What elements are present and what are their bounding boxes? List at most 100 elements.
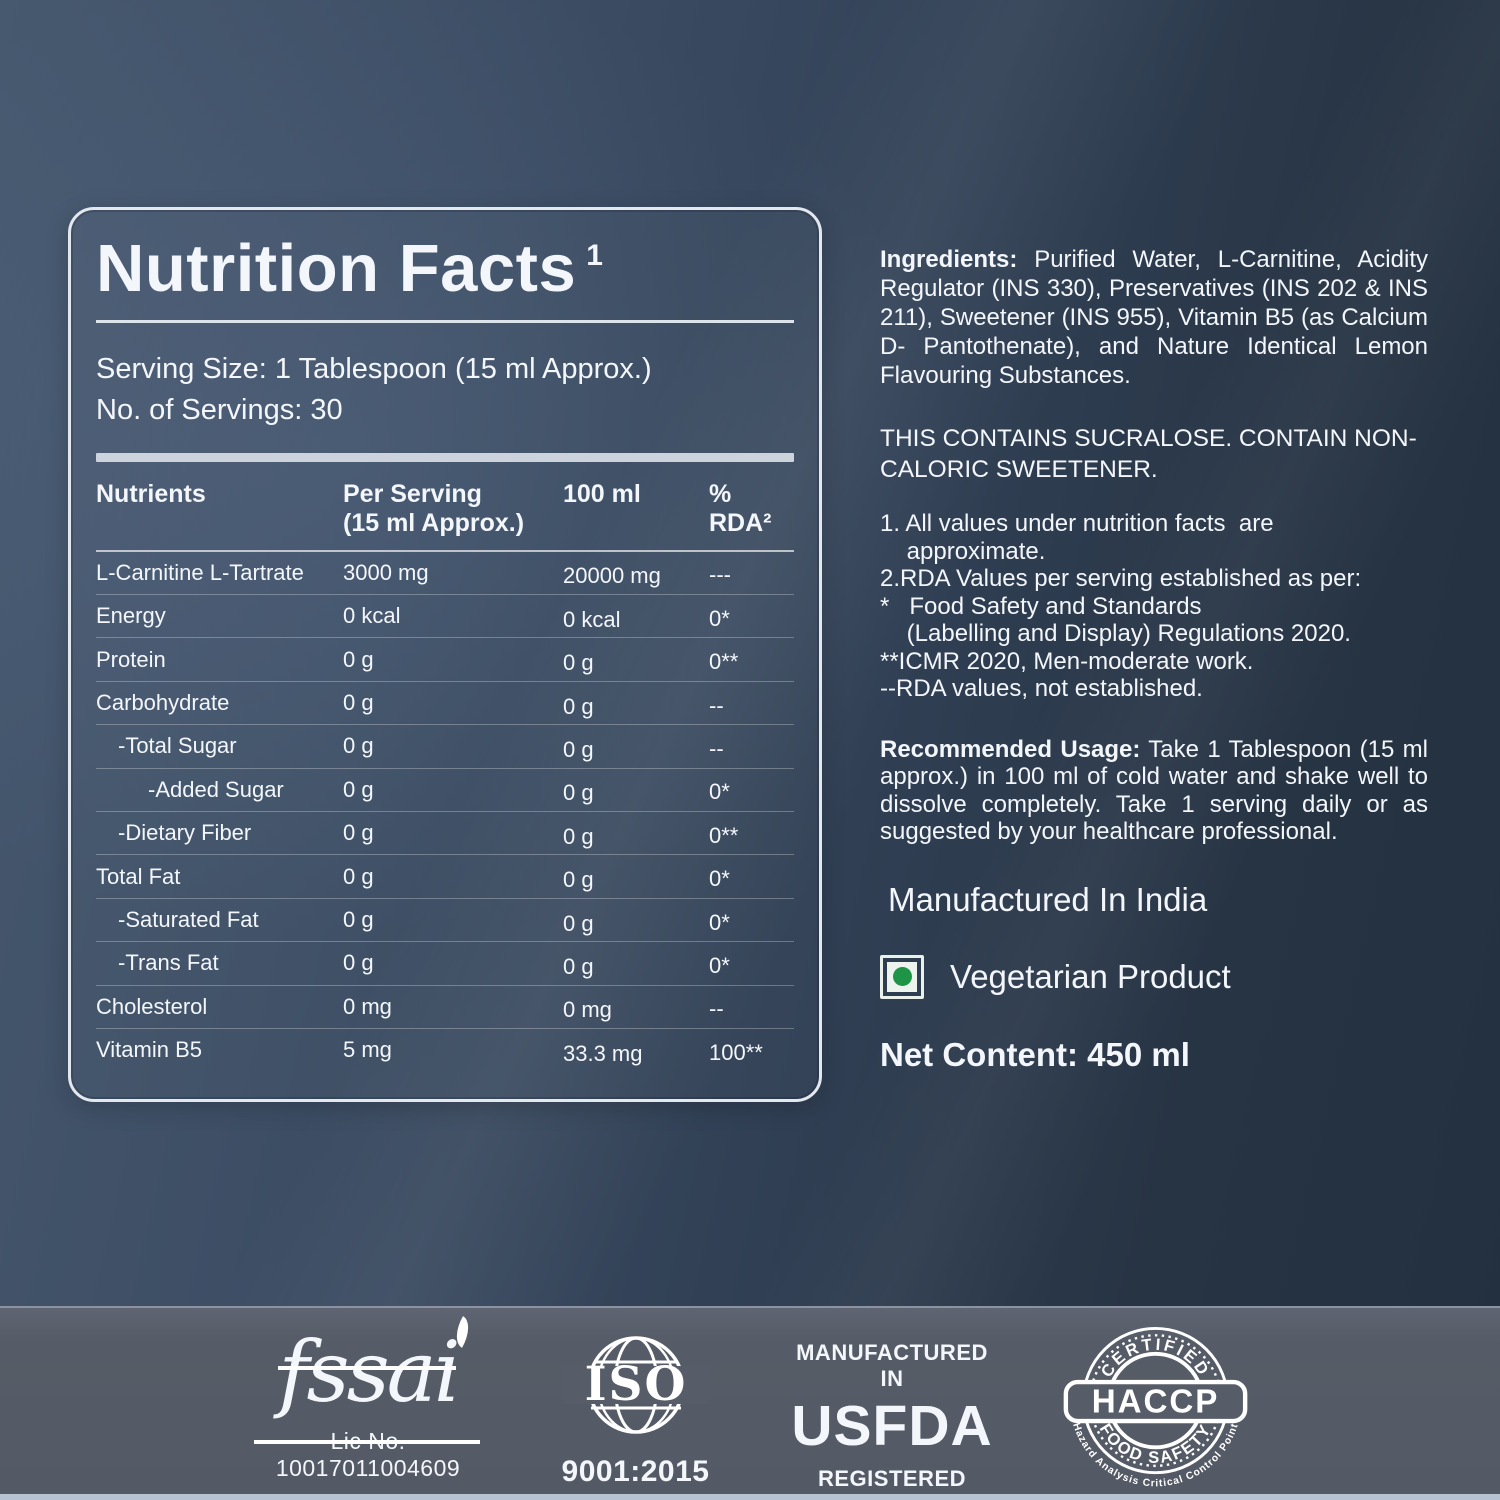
bottom-accent-strip (0, 1494, 1500, 1500)
per-100ml-value: 0 g (563, 823, 594, 849)
certification-bar: fssai Lic No. 10017011004609 ISO 9001:2 (0, 1306, 1500, 1500)
per-serving-value: 0 g (343, 733, 374, 759)
usage-paragraph: Recommended Usage: Take 1 Tablespoon (15… (880, 736, 1428, 846)
haccp-stamp-icon: CERTIFIED FOOD SAFETY Hazard Analysis Cr… (1063, 1327, 1248, 1489)
rda-value: 0* (709, 952, 730, 978)
net-content: Net Content: 450 ml (880, 1035, 1190, 1073)
rda-value: 0* (709, 866, 730, 892)
per-serving-value: 0 g (343, 907, 374, 932)
usfda-name: USFDA (791, 1394, 993, 1458)
manufactured-in: Manufactured In India (888, 880, 1208, 918)
fssai-bottom-rule (254, 1440, 480, 1444)
ingredients-text: Purified Water, L-Carnitine, Acidity Reg… (880, 246, 1428, 389)
table-row: -Trans Fat 0 g 0 g 0* (96, 941, 794, 984)
per-100ml-value: 0 g (563, 780, 594, 806)
rda-value: 0* (709, 605, 730, 631)
info-column: Ingredients: Purified Water, L-Carnitine… (880, 245, 1428, 1074)
rda-value: -- (709, 996, 724, 1022)
per-serving-value: 0 g (343, 776, 374, 802)
header-nutrients: Nutrients (96, 479, 206, 508)
nutrient-name: Cholesterol (96, 993, 208, 1019)
per-100ml-value: 0 g (563, 650, 594, 676)
per-serving-value: 0 mg (343, 993, 392, 1019)
nutrition-table: L-Carnitine L-Tartrate 3000 mg 20000 mg … (96, 549, 794, 1072)
per-serving-value: 3000 mg (343, 559, 429, 585)
nutrient-name: -Trans Fat (118, 950, 219, 976)
rda-value: 100** (709, 1039, 763, 1065)
table-row: -Total Sugar 0 g 0 g -- (96, 724, 794, 767)
usfda-line1: MANUFACTURED IN (796, 1340, 988, 1391)
title-footnote-superscript: 1 (586, 239, 604, 272)
nutrient-name: Energy (96, 603, 166, 629)
per-100ml-value: 0 g (563, 693, 594, 719)
svg-text:HACCP: HACCP (1092, 1383, 1219, 1420)
vegetarian-mark-icon (880, 954, 924, 999)
usage-label: Recommended Usage: (880, 735, 1141, 763)
nutrient-name: Protein (96, 646, 166, 672)
iso-globe-icon: ISO (555, 1336, 716, 1434)
panel-title-text: Nutrition Facts (96, 231, 577, 306)
per-100ml-value: 0 mg (563, 997, 612, 1023)
rda-value: 0* (709, 779, 730, 805)
footnotes: 1. All values under nutrition facts are … (880, 510, 1362, 702)
ingredients-label: Ingredients: (880, 246, 1018, 273)
per-100ml-value: 0 g (563, 953, 594, 979)
table-row: L-Carnitine L-Tartrate 3000 mg 20000 mg … (96, 552, 794, 594)
per-serving-value: 0 g (343, 690, 374, 716)
nutrition-facts-panel: Nutrition Facts 1 Serving Size: 1 Tablesp… (68, 207, 822, 1102)
per-100ml-value: 0 g (563, 867, 594, 893)
title-divider (96, 319, 794, 323)
rda-value: -- (709, 692, 724, 718)
table-row: -Added Sugar 0 g 0 g 0* (96, 767, 794, 811)
per-serving-value: 0 g (343, 863, 374, 889)
fssai-top-rule (278, 1366, 456, 1370)
rda-value: -- (709, 735, 724, 761)
per-100ml-value: 0 kcal (563, 606, 621, 632)
per-100ml-value: 33.3 mg (563, 1040, 643, 1066)
header-rda: % RDA² (709, 479, 772, 537)
header-per-serving: Per Serving (15 ml Approx.) (343, 479, 525, 537)
vegetarian-label: Vegetarian Product (950, 957, 1231, 995)
nutrient-name: Carbohydrate (96, 690, 230, 716)
usage-text: Take 1 Tablespoon (15 ml approx.) in 100… (880, 735, 1428, 846)
fssai-license-number: Lic No. 10017011004609 (275, 1428, 461, 1481)
sucralose-note: THIS CONTAINS SUCRALOSE. CONTAIN NON-CAL… (880, 425, 1417, 483)
servings-count: No. of Servings: 30 (96, 393, 343, 426)
nutrient-name: Total Fat (96, 863, 181, 889)
panel-title: Nutrition Facts 1 (96, 232, 794, 306)
nutrient-name: -Added Sugar (148, 776, 284, 802)
per-serving-value: 5 mg (343, 1037, 392, 1063)
header-100ml: 100 ml (563, 479, 641, 508)
table-row: Vitamin B5 5 mg 33.3 mg 100** (96, 1027, 794, 1071)
per-serving-value: 0 g (343, 950, 374, 976)
section-divider-bar (96, 452, 794, 462)
ingredients-paragraph: Ingredients: Purified Water, L-Carnitine… (880, 245, 1428, 390)
fssai-wordmark: fssai (248, 1316, 488, 1444)
table-row: Carbohydrate 0 g 0 g -- (96, 680, 794, 724)
per-100ml-value: 0 g (563, 736, 594, 762)
table-row: -Dietary Fiber 0 g 0 g 0** (96, 811, 794, 854)
vegetarian-green-dot (892, 967, 912, 986)
table-row: Energy 0 kcal 0 kcal 0* (96, 594, 794, 637)
rda-value: 0** (709, 822, 739, 848)
per-serving-value: 0 g (343, 820, 374, 846)
iso-standard: 9001:2015 (561, 1455, 710, 1488)
rda-value: --- (709, 562, 731, 588)
per-serving-value: 0 g (343, 646, 374, 672)
table-row: Cholesterol 0 mg 0 mg -- (96, 984, 794, 1028)
fssai-logo: fssai Lic No. 10017011004609 (248, 1316, 488, 1482)
nutrient-name: -Total Sugar (118, 733, 237, 759)
rda-value: 0* (709, 909, 730, 935)
per-100ml-value: 20000 mg (563, 563, 661, 589)
nutrient-name: -Dietary Fiber (118, 820, 252, 846)
nutrient-name: L-Carnitine L-Tartrate (96, 559, 304, 585)
table-row: -Saturated Fat 0 g 0 g 0* (96, 897, 794, 941)
per-100ml-value: 0 g (563, 910, 594, 936)
serving-size: Serving Size: 1 Tablespoon (15 ml Approx… (96, 352, 652, 385)
rda-value: 0** (709, 649, 739, 675)
table-header: Nutrients Per Serving (15 ml Approx.) 10… (96, 480, 794, 538)
usfda-logo: MANUFACTURED IN USFDA REGISTERED FACILIT… (782, 1340, 1002, 1500)
per-serving-value: 0 kcal (343, 603, 401, 629)
nutrient-name: -Saturated Fat (118, 907, 259, 932)
